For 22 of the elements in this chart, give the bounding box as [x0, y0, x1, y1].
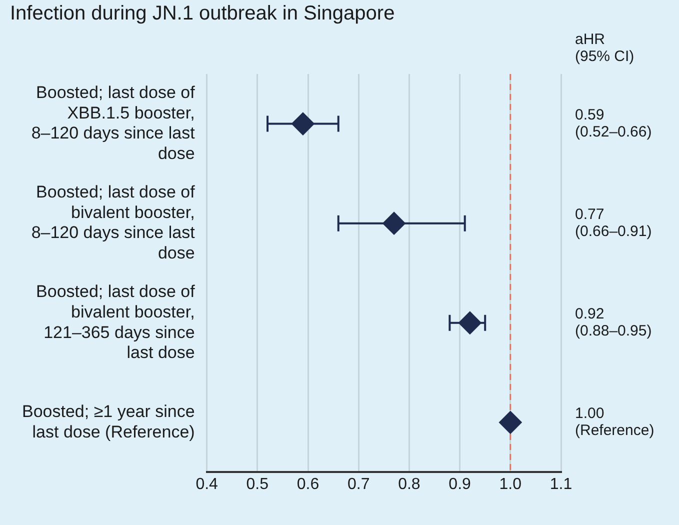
text: aHR (95% CI) — [575, 31, 634, 66]
x-tick-label: 0.5 — [246, 476, 269, 494]
y-tick-label: Boosted; last dose of XBB.1.5 booster, 8–120 days since last dose — [31, 82, 196, 164]
x-tick-label: 0.7 — [347, 476, 370, 494]
y-tick-label: Boosted; last dose of bivalent booster, 121–365 days since last dose — [36, 282, 196, 362]
chart-title: Infection during JN.1 outbreak in Singapore — [10, 2, 395, 25]
point — [458, 311, 482, 334]
point — [382, 212, 406, 235]
y-tick-label: Boosted; ≥1 year since last dose (Reference) — [22, 402, 195, 442]
y-tick-label: Boosted; last dose of bivalent booster, 8–120 days since last dose — [31, 182, 196, 263]
point — [498, 410, 522, 434]
data-label: 1.00 (Reference) — [575, 405, 654, 440]
x-tick-label: 0.6 — [296, 476, 320, 494]
x-tick-label: 0.8 — [398, 476, 420, 494]
data-label: 0.59 (0.52–0.66) — [575, 106, 652, 140]
x-tick-label: 1.1 — [550, 476, 572, 494]
data-label: 0.92 (0.88–0.95) — [575, 306, 652, 340]
x-tick-label: 0.9 — [448, 476, 472, 494]
x-tick-label: 1.0 — [499, 476, 522, 494]
x-tick-label: 0.4 — [196, 476, 218, 494]
data-label: 0.77 (0.66–0.91) — [575, 206, 652, 240]
point — [291, 112, 314, 136]
